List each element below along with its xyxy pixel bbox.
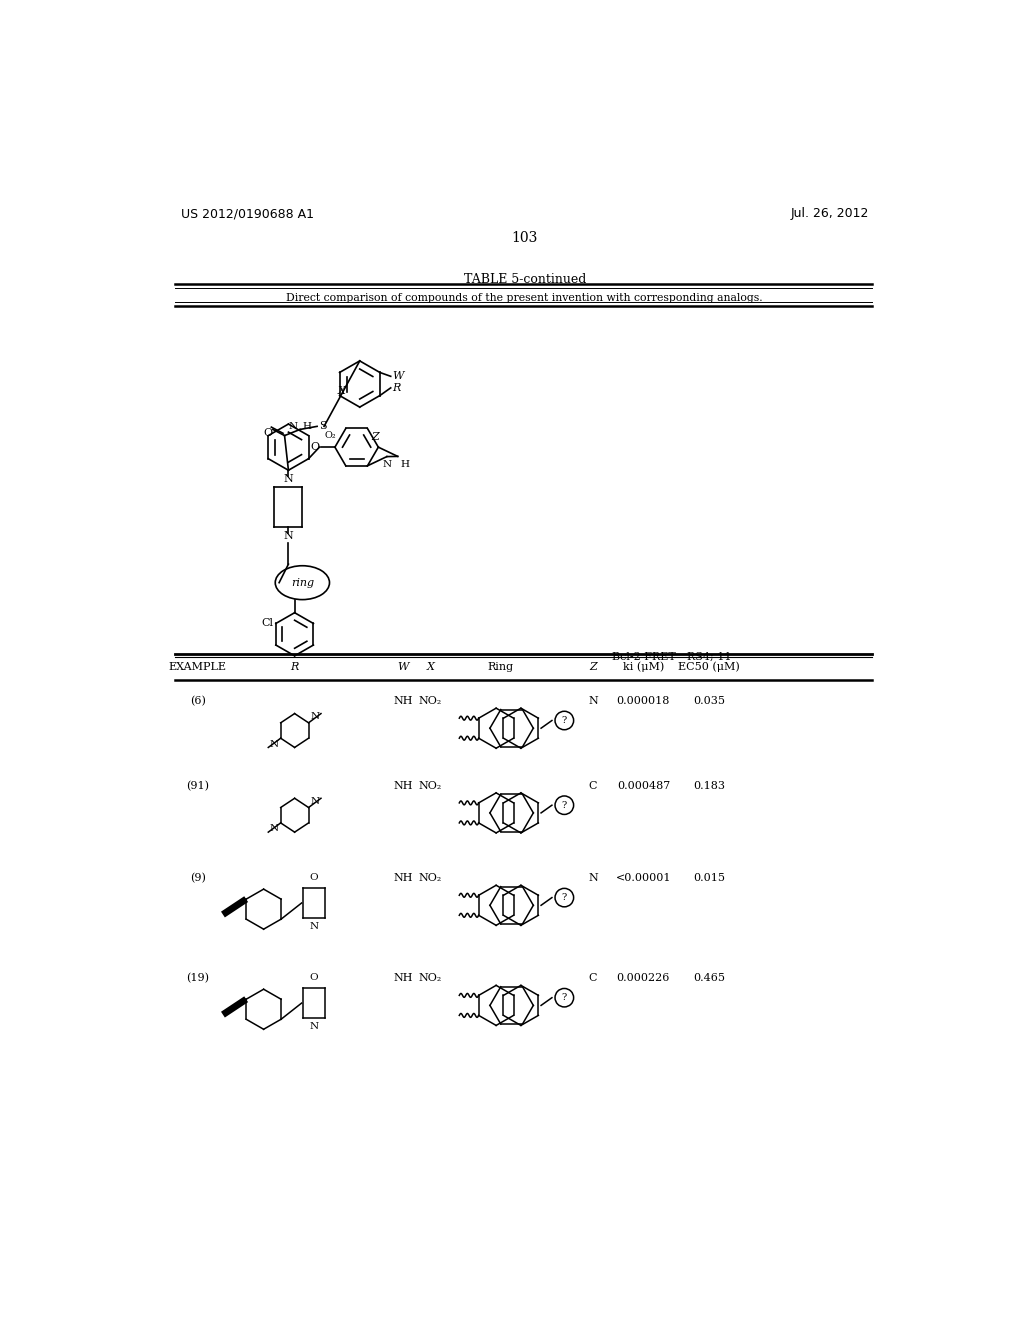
Text: (6): (6) bbox=[189, 696, 206, 706]
Text: W: W bbox=[392, 371, 403, 381]
Text: Z: Z bbox=[372, 433, 379, 442]
Text: ?: ? bbox=[562, 715, 567, 725]
Text: N: N bbox=[588, 874, 598, 883]
Text: O₂: O₂ bbox=[325, 432, 337, 440]
Text: 0.465: 0.465 bbox=[693, 973, 725, 983]
Text: O: O bbox=[310, 442, 319, 453]
Text: N: N bbox=[284, 532, 293, 541]
Text: N: N bbox=[382, 461, 391, 469]
Text: R: R bbox=[392, 383, 400, 393]
Text: 0.000487: 0.000487 bbox=[616, 781, 670, 791]
Text: N: N bbox=[270, 825, 280, 833]
Text: X: X bbox=[426, 661, 434, 672]
Text: 0.035: 0.035 bbox=[693, 696, 725, 706]
Text: H: H bbox=[400, 461, 410, 469]
Text: C: C bbox=[589, 781, 597, 791]
Text: O: O bbox=[263, 428, 272, 437]
Text: NH: NH bbox=[393, 781, 413, 791]
Text: Bcl-2 FRET: Bcl-2 FRET bbox=[611, 652, 675, 663]
Text: W: W bbox=[397, 661, 409, 672]
Text: (19): (19) bbox=[186, 973, 209, 983]
Text: X: X bbox=[338, 387, 346, 396]
Text: EXAMPLE: EXAMPLE bbox=[169, 661, 226, 672]
Text: Direct comparison of compounds of the present invention with corresponding analo: Direct comparison of compounds of the pr… bbox=[287, 293, 763, 302]
Text: Z: Z bbox=[589, 661, 597, 672]
Text: ?: ? bbox=[562, 801, 567, 809]
Text: R: R bbox=[291, 661, 299, 672]
Text: NO₂: NO₂ bbox=[419, 874, 442, 883]
Text: O: O bbox=[309, 973, 318, 982]
Text: N: N bbox=[284, 474, 293, 484]
Text: N: N bbox=[309, 1022, 318, 1031]
Text: N: N bbox=[289, 422, 298, 430]
Text: 0.000226: 0.000226 bbox=[616, 973, 670, 983]
Text: <0.00001: <0.00001 bbox=[615, 874, 671, 883]
Text: EC50 (μM): EC50 (μM) bbox=[678, 661, 740, 672]
Text: RS4; 11: RS4; 11 bbox=[687, 652, 731, 663]
Text: 0.183: 0.183 bbox=[693, 781, 725, 791]
Text: Ring: Ring bbox=[487, 661, 513, 672]
Text: N: N bbox=[310, 797, 319, 807]
Text: ?: ? bbox=[562, 894, 567, 902]
Text: NH: NH bbox=[393, 874, 413, 883]
Text: ?: ? bbox=[562, 993, 567, 1002]
Text: N: N bbox=[270, 739, 280, 748]
Text: NO₂: NO₂ bbox=[419, 781, 442, 791]
Text: Cl: Cl bbox=[261, 619, 273, 628]
Text: 0.000018: 0.000018 bbox=[616, 696, 670, 706]
Text: Jul. 26, 2012: Jul. 26, 2012 bbox=[791, 207, 869, 220]
Text: US 2012/0190688 A1: US 2012/0190688 A1 bbox=[180, 207, 313, 220]
Text: (91): (91) bbox=[186, 781, 209, 791]
Text: NO₂: NO₂ bbox=[419, 696, 442, 706]
Text: NH: NH bbox=[393, 696, 413, 706]
Text: N: N bbox=[588, 696, 598, 706]
Text: H: H bbox=[302, 422, 311, 430]
Text: N: N bbox=[309, 923, 318, 931]
Text: NO₂: NO₂ bbox=[419, 973, 442, 983]
Text: ring: ring bbox=[291, 578, 314, 587]
Text: 103: 103 bbox=[512, 231, 538, 244]
Text: (9): (9) bbox=[189, 874, 206, 883]
Text: TABLE 5-continued: TABLE 5-continued bbox=[464, 273, 586, 286]
Text: ki (μM): ki (μM) bbox=[623, 661, 664, 672]
Text: 0.015: 0.015 bbox=[693, 874, 725, 883]
Text: C: C bbox=[589, 973, 597, 983]
Text: S: S bbox=[318, 421, 327, 432]
Text: NH: NH bbox=[393, 973, 413, 983]
Text: N: N bbox=[310, 713, 319, 721]
Text: O: O bbox=[309, 874, 318, 882]
